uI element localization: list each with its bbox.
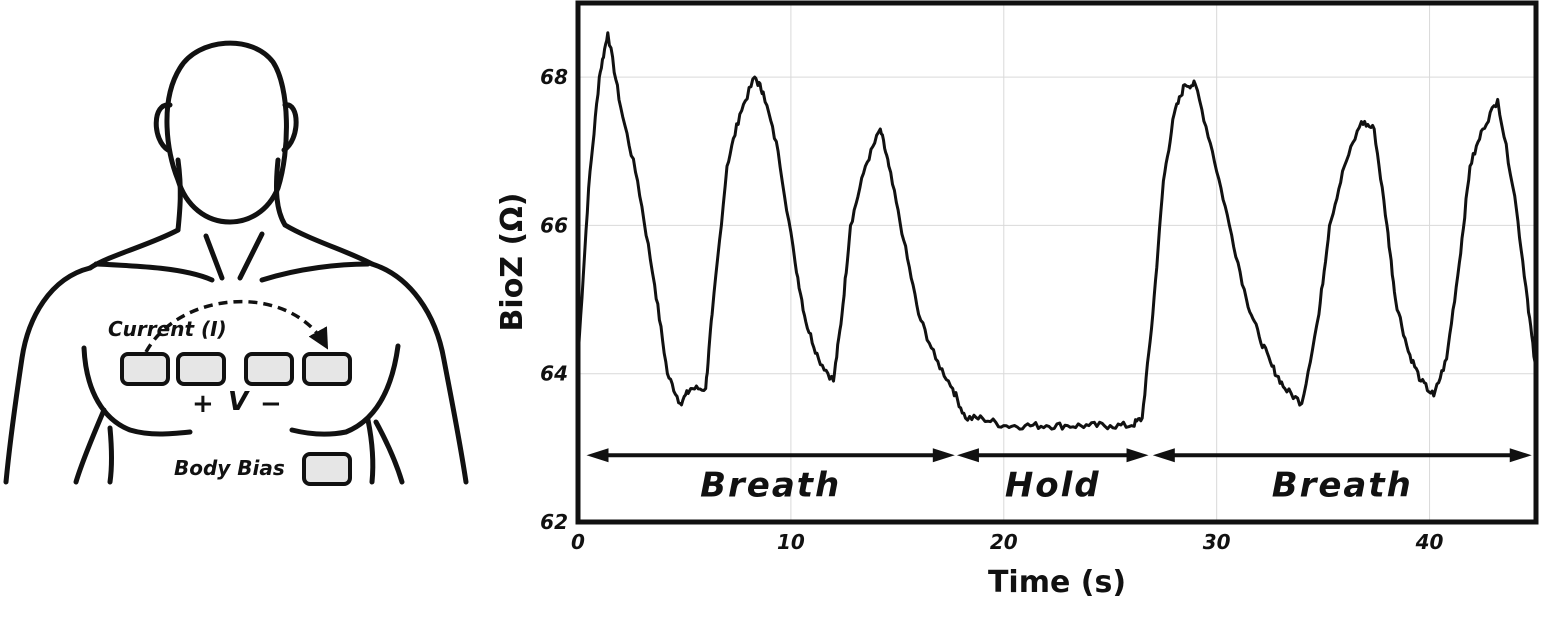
- left-inner-arm: [73, 407, 107, 485]
- current-label: Current (I): [108, 317, 227, 341]
- y-axis-title: BioZ (Ω): [495, 193, 530, 332]
- electrode-voltage-minus: [244, 352, 294, 386]
- phase-arrowhead-right: [1126, 448, 1149, 463]
- electrode-current-minus: [302, 352, 352, 386]
- phase-arrowhead-left: [956, 448, 979, 463]
- right-clavicle: [259, 261, 371, 283]
- right-torso-side: [373, 419, 405, 485]
- torso-illustration: [3, 40, 469, 485]
- electrodes: [120, 352, 352, 486]
- neck-left: [175, 157, 183, 233]
- current-arrow: [144, 300, 329, 353]
- body-bias-label: Body Bias: [174, 456, 285, 480]
- left-ear: [153, 102, 173, 153]
- right-shoulder: [369, 261, 469, 485]
- left-shoulder: [3, 265, 93, 485]
- electrode-body-bias: [302, 452, 352, 486]
- phase-arrowhead-left: [1152, 448, 1175, 463]
- x-tick-label: 30: [1203, 530, 1231, 554]
- right-tendon: [237, 231, 265, 281]
- x-axis-title: Time (s): [988, 565, 1126, 600]
- phase-arrowhead-left: [586, 448, 609, 463]
- phase-label: Breath: [700, 465, 841, 505]
- x-tick-label: 10: [777, 530, 805, 554]
- electrode-current-plus: [120, 352, 170, 386]
- right-trapezius: [282, 222, 375, 267]
- x-tick-label: 20: [990, 530, 1018, 554]
- phase-arrowhead-right: [1509, 448, 1532, 463]
- phase-label: Hold: [1005, 465, 1101, 505]
- left-torso-side: [107, 425, 114, 485]
- right-pec: [289, 343, 401, 437]
- neck-right: [273, 157, 288, 228]
- phase-arrowhead-right: [932, 448, 955, 463]
- plot-frame: [575, 0, 1539, 525]
- y-tick-label: 62: [540, 510, 568, 534]
- bioz-series-line: [576, 31, 1538, 431]
- x-tick-label: 40: [1415, 530, 1444, 554]
- chart: Breath Hold Breath 0 10 20 30 40 62 64 66 68 Time …: [495, 0, 1539, 600]
- voltage-label: V: [228, 387, 250, 417]
- x-tick-label: 0: [571, 530, 585, 554]
- electrode-voltage-plus: [176, 352, 226, 386]
- left-clavicle: [93, 261, 215, 283]
- left-tendon: [203, 233, 225, 281]
- left-pec: [81, 345, 193, 437]
- tick-labels: 0 10 20 30 40 62 64 66 68: [540, 65, 1443, 554]
- annotation-layer: Breath Hold Breath: [586, 448, 1532, 505]
- y-tick-label: 66: [540, 213, 568, 237]
- y-tick-label: 64: [540, 362, 568, 386]
- head-outline: [164, 40, 289, 225]
- right-inner-arm: [365, 417, 376, 485]
- minus-sign: −: [260, 389, 282, 419]
- plus-sign: +: [192, 389, 214, 419]
- phase-label: Breath: [1272, 465, 1413, 505]
- right-ear: [281, 102, 299, 153]
- y-tick-label: 68: [540, 65, 568, 89]
- series-layer: [576, 31, 1538, 431]
